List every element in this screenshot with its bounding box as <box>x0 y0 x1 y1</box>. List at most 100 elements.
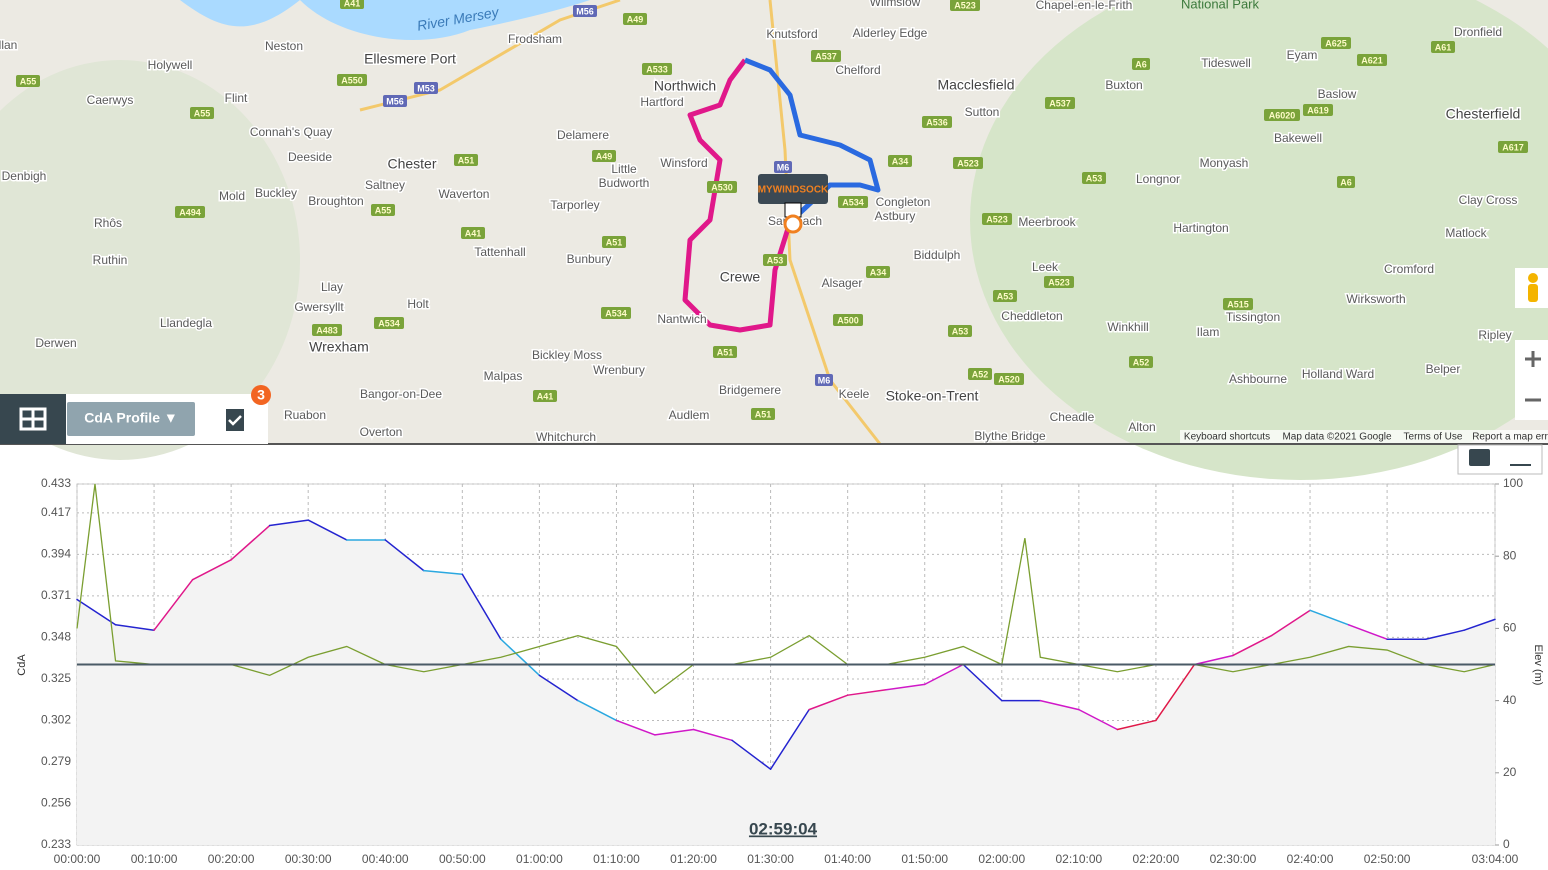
place-label: Waverton <box>439 187 490 201</box>
road-shield <box>968 368 992 380</box>
cda-line-segment <box>846 689 887 696</box>
road-label: A61 <box>1435 42 1452 52</box>
place-label: Bunbury <box>567 252 612 266</box>
y-tick-label: 0.233 <box>41 837 71 851</box>
y-tick-label: 0.371 <box>41 588 71 602</box>
place-label: Delamere <box>557 128 609 142</box>
cda-line-segment <box>191 559 232 581</box>
place-label: Flint <box>225 91 248 105</box>
place-label: Cheadle <box>1050 410 1095 424</box>
place-label: Bangor-on-Dee <box>360 387 442 401</box>
cda-line-segment <box>808 694 849 711</box>
place-label: Rhôs <box>94 216 122 230</box>
cda-line-segment <box>1347 624 1388 640</box>
place-label: Ruabon <box>284 408 326 422</box>
road-label: A52 <box>1133 357 1150 367</box>
place-label: Meerbrook <box>1018 215 1076 229</box>
y2-tick-label: 100 <box>1503 476 1523 490</box>
toolbar: CdA Profile ▼ 3 <box>0 385 271 444</box>
cda-line-segment <box>461 573 502 640</box>
route-marker[interactable]: MYWINDSOCK <box>758 174 829 234</box>
cda-line-segment <box>423 569 464 575</box>
map[interactable]: River Mersey National Park <box>0 0 1548 480</box>
cda-line-segment <box>654 728 695 736</box>
road-shield <box>1321 37 1351 49</box>
road-shield <box>993 290 1017 302</box>
place-label: Chapel-en-le-Frith <box>1036 0 1133 12</box>
road-label: M56 <box>386 96 404 106</box>
road-shield <box>1337 176 1355 188</box>
road-label: A537 <box>815 51 837 61</box>
road-label: A53 <box>767 255 784 265</box>
place-label: Llandegla <box>160 316 212 330</box>
cda-line-segment <box>538 674 579 702</box>
attribution-link[interactable]: Keyboard shortcuts <box>1184 432 1270 443</box>
y-axis-title: CdA <box>16 654 28 676</box>
road-label: A515 <box>1227 299 1249 309</box>
place-label: Crewe <box>720 269 761 285</box>
place-label: Derwen <box>35 336 76 350</box>
y2-tick-label: 20 <box>1503 765 1517 779</box>
place-label: Tissington <box>1226 310 1280 324</box>
road-label: A6 <box>1340 177 1352 187</box>
chart: CdA Elev (m) 0.233 0.256 0.279 0.302 0.325 0.… <box>16 476 1544 866</box>
road-label: A55 <box>375 205 392 215</box>
place-label: Winkhill <box>1107 320 1148 334</box>
road-label: A537 <box>1049 98 1071 108</box>
road-label: A534 <box>842 197 864 207</box>
road-shield <box>1129 356 1153 368</box>
road-label: A617 <box>1502 142 1524 152</box>
place-label: Chester <box>387 156 436 172</box>
road-shield <box>922 116 952 128</box>
cda-area <box>77 520 1495 845</box>
road-shield <box>763 254 787 266</box>
road-shield <box>1357 54 1387 66</box>
profile-button[interactable] <box>67 402 195 436</box>
road-label: A625 <box>1325 38 1347 48</box>
road-label: A34 <box>892 156 909 166</box>
cda-line-segment <box>1309 609 1350 626</box>
place-label: Denbigh <box>2 169 47 183</box>
attribution-link[interactable]: Map data ©2021 Google <box>1282 432 1392 443</box>
river-water <box>300 0 590 40</box>
place-label: Bickley Moss <box>532 348 602 362</box>
attribution-link[interactable]: Report a map err <box>1472 432 1548 443</box>
restore-button[interactable] <box>1469 449 1490 466</box>
x-tick-label: 02:20:00 <box>1133 852 1180 866</box>
road-label: A55 <box>194 108 211 118</box>
place-label: Connah's Quay <box>250 125 332 139</box>
terrain <box>0 60 300 460</box>
map-controls <box>1180 268 1548 444</box>
place-label: Astbury <box>875 209 916 223</box>
pegman <box>1528 284 1538 302</box>
place-label: Biddulph <box>914 248 961 262</box>
road-shield <box>1082 172 1106 184</box>
cda-line-segment <box>153 578 194 631</box>
place-label: Alderley Edge <box>853 26 928 40</box>
place-label: Tideswell <box>1201 56 1251 70</box>
clipboard-icon <box>226 409 244 431</box>
place-label: Caerwys <box>87 93 134 107</box>
y-tick-label: 0.433 <box>41 476 71 490</box>
place-label: Alsager <box>822 276 863 290</box>
road-shield <box>707 181 737 193</box>
road-shield <box>601 307 631 319</box>
y2-axis-title: Elev (m) <box>1532 645 1544 686</box>
attribution-link[interactable]: Terms of Use <box>1404 432 1463 443</box>
place-label: Sutton <box>965 105 1000 119</box>
place-label: Bridgemere <box>719 383 781 397</box>
place-label: Gwersyllt <box>294 300 344 314</box>
x-tick-label: 02:10:00 <box>1055 852 1102 866</box>
place-label: Llay <box>321 280 343 294</box>
cda-line-segment <box>384 539 425 572</box>
road-label: A53 <box>1086 173 1103 183</box>
place-label: Dronfield <box>1454 25 1502 39</box>
route <box>682 58 793 333</box>
road-label: A534 <box>378 318 400 328</box>
road-label: A483 <box>316 325 338 335</box>
y-tick-label: 0.256 <box>41 796 71 810</box>
road-shield <box>592 150 616 162</box>
place-label: Chelford <box>835 63 880 77</box>
cda-line-segment <box>1463 618 1496 631</box>
road-label: A49 <box>627 14 644 24</box>
